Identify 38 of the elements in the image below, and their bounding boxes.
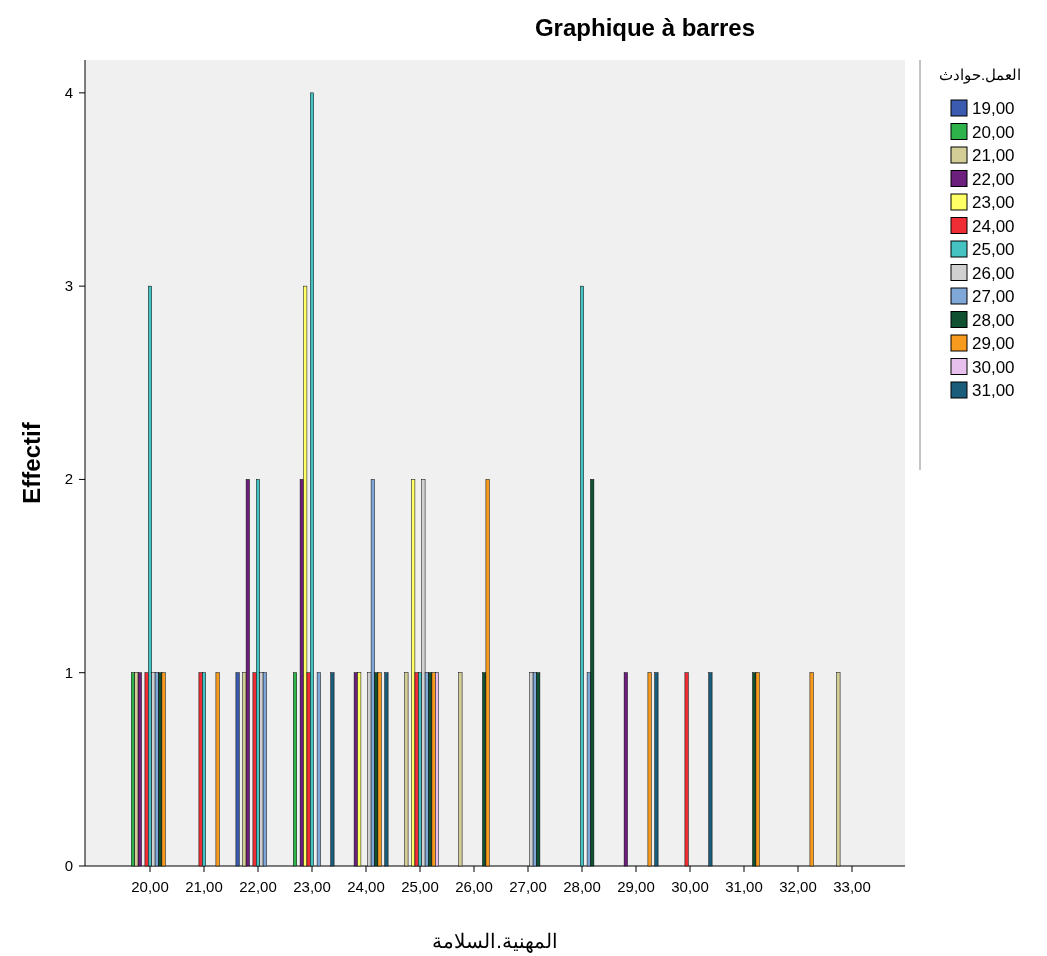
x-tick-label: 30,00	[671, 878, 709, 895]
legend-label: 29,00	[972, 334, 1015, 353]
x-tick-label: 25,00	[401, 878, 439, 895]
x-tick-label: 31,00	[725, 878, 763, 895]
x-tick-label: 20,00	[131, 878, 169, 895]
x-axis-title: المهنية.السلامة	[432, 930, 558, 953]
bar	[370, 479, 375, 867]
x-tick-label: 24,00	[347, 878, 385, 895]
legend-label: 20,00	[972, 122, 1015, 142]
legend-label: 23,00	[972, 193, 1015, 212]
x-tick-label: 27,00	[509, 878, 547, 895]
legend-label: 22,00	[972, 169, 1015, 189]
legend-label: 26,00	[972, 263, 1015, 283]
legend-label: 30,00	[972, 357, 1015, 377]
y-axis-title: Effectif	[18, 421, 45, 504]
x-tick-label: 29,00	[617, 878, 655, 895]
x-tick-label: 32,00	[779, 878, 817, 895]
legend-title: العمل.حوادث	[938, 66, 1022, 84]
legend-label: 24,00	[972, 216, 1015, 236]
y-tick-label: 0	[64, 857, 73, 874]
legend-label: 28,00	[972, 310, 1015, 330]
bar	[303, 285, 308, 867]
legend-label: 27,00	[972, 287, 1015, 306]
y-tick-label: 1	[64, 663, 73, 681]
legend-label: 31,00	[972, 381, 1015, 400]
x-tick-label: 22,00	[239, 878, 277, 895]
legend-label: 19,00	[972, 99, 1015, 118]
x-tick-label: 26,00	[455, 878, 493, 895]
x-tick-label: 23,00	[293, 878, 331, 895]
x-tick-label: 21,00	[185, 878, 223, 895]
legend-label: 25,00	[972, 240, 1015, 259]
y-tick-label: 4	[64, 83, 73, 101]
y-tick-label: 3	[64, 277, 73, 295]
chart-title: Graphique à barres	[534, 14, 756, 41]
legend-label: 21,00	[972, 146, 1015, 165]
x-tick-label: 33,00	[833, 878, 871, 895]
x-tick-label: 28,00	[563, 878, 601, 895]
y-tick-label: 2	[64, 470, 73, 488]
